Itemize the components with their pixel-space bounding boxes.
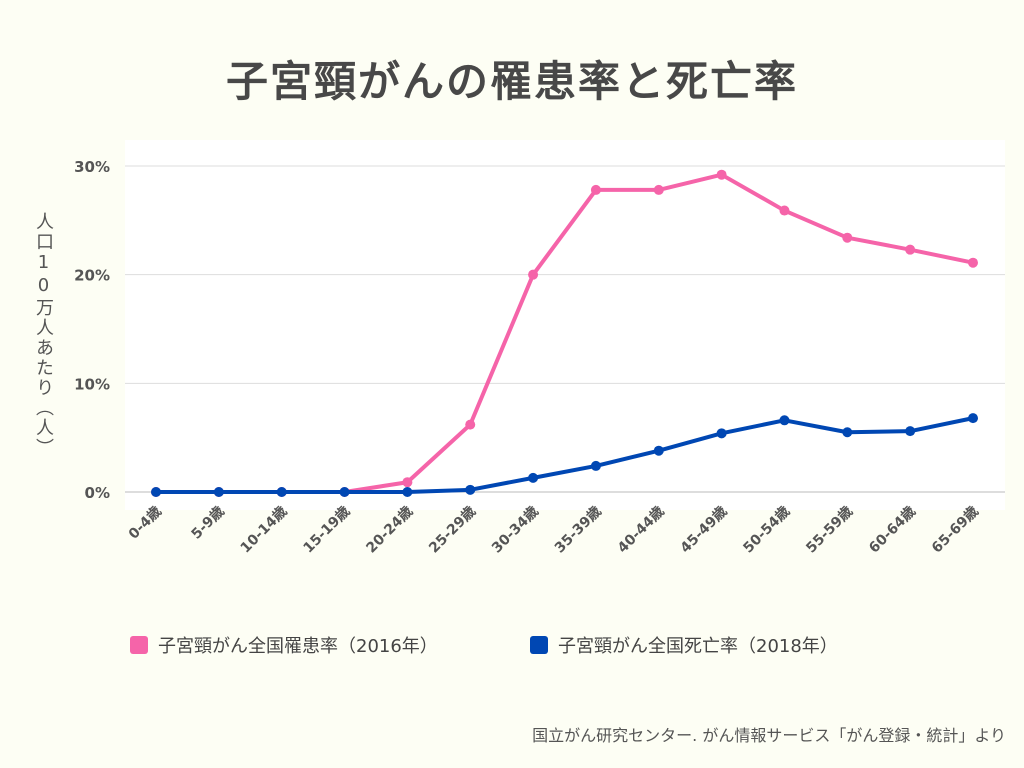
x-tick-label: 55-59歳 (803, 503, 857, 557)
data-point (842, 232, 853, 243)
legend-swatch-incidence (130, 636, 148, 654)
data-point (653, 184, 664, 195)
y-tick-label: 30% (74, 158, 110, 176)
x-tick-label: 20-24歳 (363, 503, 417, 557)
x-tick-label: 65-69歳 (928, 503, 982, 557)
chart-title: 子宮頸がんの罹患率と死亡率 (225, 57, 798, 106)
data-point (402, 487, 413, 497)
y-axis-label: 人口10万人あたり（人） (33, 212, 54, 458)
x-tick-label: 35-39歳 (551, 503, 605, 557)
legend-label-mortality: 子宮頸がん全国死亡率（2018年） (558, 636, 838, 657)
line-chart: 0%10%20%30%0-4歳 5-9歳 10-14歳 15-19歳 20-24歳 25-… (74, 140, 1005, 557)
legend-label-incidence: 子宮頸がん全国罹患率（2016年） (158, 636, 438, 657)
data-point (528, 269, 539, 280)
legend-item-mortality: 子宮頸がん全国死亡率（2018年） (530, 632, 838, 658)
y-tick-label: 0% (85, 484, 110, 502)
data-point (968, 413, 978, 424)
data-point (716, 169, 727, 180)
data-point (465, 419, 476, 430)
data-point (905, 426, 916, 437)
x-tick-label: 45-49歳 (677, 503, 731, 557)
x-tick-label: 10-14歳 (237, 503, 291, 557)
x-tick-label: 15-19歳 (300, 503, 354, 557)
y-tick-label: 20% (74, 267, 110, 285)
data-point (276, 487, 287, 497)
data-point (465, 484, 476, 495)
source-footer: 国立がん研究センター. がん情報サービス「がん登録・統計」より (532, 726, 1006, 745)
data-point (339, 487, 350, 497)
data-point (590, 184, 601, 195)
data-point (653, 445, 664, 456)
series-line-1 (156, 416, 974, 494)
plot-area (125, 140, 1005, 510)
x-tick-label: 60-64歳 (865, 503, 919, 557)
y-tick-label: 10% (74, 375, 110, 393)
data-point (905, 244, 916, 255)
data-point (402, 477, 413, 488)
x-tick-label: 25-29歳 (425, 503, 479, 557)
data-point (842, 427, 853, 438)
x-tick-label: 50-54歳 (740, 503, 794, 557)
x-tick-label: 30-34歳 (488, 503, 542, 557)
data-point (151, 487, 161, 497)
legend-swatch-mortality (530, 636, 548, 654)
x-tick-label: 40-44歳 (614, 503, 668, 557)
data-point (968, 257, 978, 268)
data-point (590, 460, 601, 471)
legend-item-incidence: 子宮頸がん全国罹患率（2016年） (130, 632, 438, 658)
data-point (213, 487, 224, 497)
data-point (716, 428, 727, 439)
data-point (779, 415, 790, 426)
data-point (528, 472, 539, 483)
data-point (779, 205, 790, 216)
